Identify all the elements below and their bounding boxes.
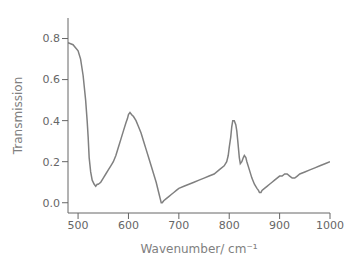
svg-text:1000: 1000 xyxy=(316,219,344,232)
svg-text:900: 900 xyxy=(269,219,290,232)
svg-text:700: 700 xyxy=(168,219,189,232)
svg-text:Transmission: Transmission xyxy=(11,77,25,156)
svg-text:0.6: 0.6 xyxy=(43,73,61,86)
svg-text:0.2: 0.2 xyxy=(43,156,61,169)
svg-text:0.8: 0.8 xyxy=(43,32,61,45)
svg-text:0.0: 0.0 xyxy=(43,197,61,210)
svg-text:800: 800 xyxy=(219,219,240,232)
svg-text:500: 500 xyxy=(68,219,89,232)
svg-text:600: 600 xyxy=(118,219,139,232)
svg-text:0.4: 0.4 xyxy=(43,115,61,128)
svg-text:Wavenumber/ cm⁻¹: Wavenumber/ cm⁻¹ xyxy=(140,242,257,256)
